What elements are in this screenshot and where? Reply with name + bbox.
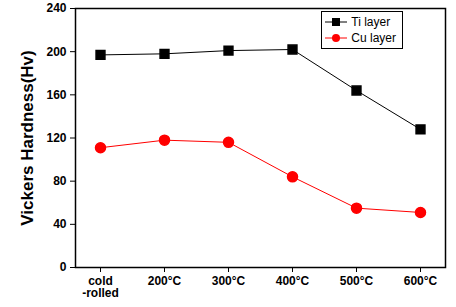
svg-text:240: 240 bbox=[46, 1, 66, 15]
svg-text:200: 200 bbox=[46, 45, 66, 59]
html-text:Ti layer: Ti layer bbox=[351, 15, 391, 29]
svg-text:40: 40 bbox=[53, 217, 67, 231]
svg-text:300°C: 300°C bbox=[212, 274, 246, 288]
svg-text:cold-rolled: cold-rolled bbox=[82, 274, 119, 300]
svg-text:0: 0 bbox=[60, 260, 67, 274]
svg-text:120: 120 bbox=[46, 131, 66, 145]
svg-text:400°C: 400°C bbox=[276, 274, 310, 288]
svg-text:Vickers Hardness(Hv): Vickers Hardness(Hv) bbox=[18, 50, 37, 225]
svg-text:600°C: 600°C bbox=[404, 274, 438, 288]
svg-text:80: 80 bbox=[53, 174, 67, 188]
svg-text:500°C: 500°C bbox=[340, 274, 374, 288]
svg-text:200°C: 200°C bbox=[148, 274, 182, 288]
html-text:Cu layer: Cu layer bbox=[351, 31, 396, 45]
svg-text:160: 160 bbox=[46, 88, 66, 102]
